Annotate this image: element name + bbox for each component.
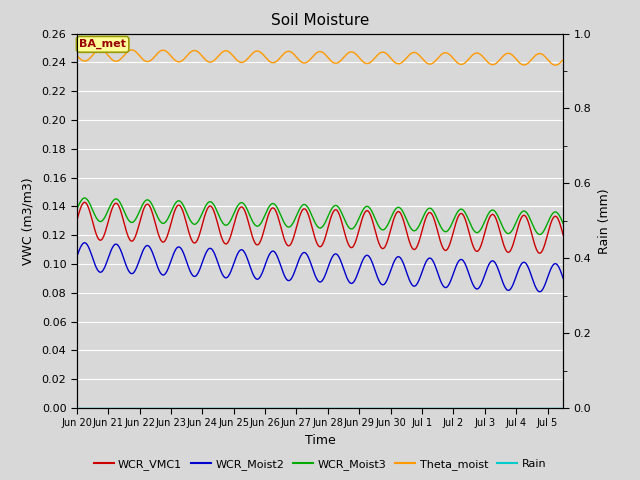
- Title: Soil Moisture: Soil Moisture: [271, 13, 369, 28]
- Y-axis label: VWC (m3/m3): VWC (m3/m3): [22, 177, 35, 264]
- Legend: WCR_VMC1, WCR_Moist2, WCR_Moist3, Theta_moist, Rain: WCR_VMC1, WCR_Moist2, WCR_Moist3, Theta_…: [89, 455, 551, 474]
- Text: BA_met: BA_met: [79, 39, 126, 49]
- X-axis label: Time: Time: [305, 434, 335, 447]
- Y-axis label: Rain (mm): Rain (mm): [598, 188, 611, 253]
